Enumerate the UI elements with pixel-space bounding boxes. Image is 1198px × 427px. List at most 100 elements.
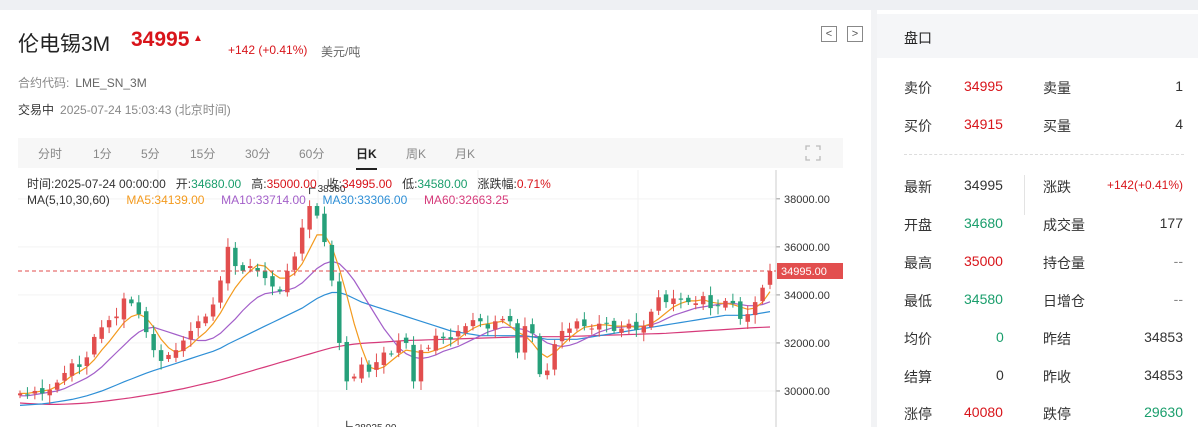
candle-body — [292, 256, 297, 270]
change-label: 涨跌 — [1043, 179, 1071, 195]
ma5-line — [20, 234, 771, 394]
y-tick-label: 38000.00 — [784, 194, 830, 206]
candle-body — [708, 295, 713, 309]
open-interest-label: 持仓量 — [1043, 255, 1085, 271]
candle-body — [648, 311, 654, 328]
tab-1min[interactable]: 1分 — [93, 147, 112, 161]
low-price: 34580 — [964, 291, 1003, 307]
candle-body — [567, 328, 572, 333]
candle-body — [574, 321, 580, 329]
change-value: +142(+0.41%) — [1106, 178, 1183, 192]
candle-body — [351, 376, 357, 379]
low-value: 34580.00 — [417, 177, 468, 191]
y-tick-label: 34000.00 — [784, 290, 830, 302]
candle-body — [389, 353, 394, 355]
panel-header — [877, 14, 1198, 58]
open-value: 34680.00 — [191, 177, 242, 191]
candle-body — [530, 324, 535, 334]
low-label: 低: — [402, 177, 418, 191]
sell-volume: 1 — [1175, 78, 1183, 94]
tab-30min[interactable]: 30分 — [245, 147, 271, 161]
y-tick-label: 36000.00 — [784, 242, 830, 254]
candle-body — [604, 322, 609, 324]
last-price-tag — [777, 262, 843, 279]
candle-body — [745, 314, 750, 322]
candle-body — [596, 323, 602, 330]
candle-body — [485, 324, 491, 329]
candle-body — [262, 270, 268, 279]
tab-monthly[interactable]: 月K — [455, 147, 476, 161]
tab-60min[interactable]: 60分 — [299, 147, 325, 161]
avg-price: 0 — [996, 329, 1004, 345]
candle-body — [418, 350, 424, 382]
tab-15min[interactable]: 15分 — [190, 147, 216, 161]
status-label: 交易中 — [18, 103, 55, 117]
candle-body — [299, 227, 305, 254]
candle-body — [738, 301, 743, 319]
kline-chart[interactable]: 38000.00 36000.00 34000.00 32000.00 30000.00… — [18, 170, 843, 427]
candle-body — [678, 298, 684, 300]
change-pct-label: 涨跌幅: — [477, 177, 517, 191]
candle-body — [582, 319, 587, 327]
prev-settle-label: 昨结 — [1043, 331, 1071, 347]
prev-button[interactable]: < — [821, 26, 837, 42]
candle-body — [641, 326, 646, 333]
ma-params: MA(5,10,30,60) — [27, 193, 110, 207]
candle-body — [54, 382, 60, 390]
low-price-label: 最低 — [904, 293, 932, 309]
candle-body — [322, 213, 327, 243]
candle-body — [619, 328, 624, 333]
tab-5min[interactable]: 5分 — [141, 147, 160, 161]
high-marker-label: 38360 — [318, 184, 346, 195]
ma60-line — [19, 326, 771, 405]
open-price-label: 开盘 — [904, 217, 932, 233]
period-tabs: 分时 1分 5分 15分 30分 60分 日K 周K 月K — [18, 138, 843, 170]
tab-daily[interactable]: 日K — [356, 147, 377, 170]
y-tick-label: 32000.00 — [784, 338, 830, 350]
candle-body — [715, 305, 721, 307]
y-tick-label: 30000.00 — [784, 386, 830, 398]
candle-body — [32, 390, 38, 394]
low-marker-label: 28925.00 — [355, 423, 397, 427]
price-unit: 美元/吨 — [321, 45, 361, 59]
high-price-label: 最高 — [904, 255, 932, 271]
candle-body — [396, 340, 401, 353]
candle-body — [247, 266, 253, 268]
change-pct-value: 0.71% — [516, 177, 551, 191]
next-button[interactable]: > — [847, 26, 863, 42]
open-price: 34680 — [964, 215, 1003, 231]
volume-value: 177 — [1159, 215, 1183, 231]
candle-body — [92, 336, 97, 355]
contract-code-label: 合约代码: — [18, 76, 70, 90]
candle-body — [225, 246, 231, 284]
avg-price-label: 均价 — [904, 331, 932, 347]
candle-body — [515, 323, 520, 353]
candle-body — [478, 318, 483, 322]
candle-body — [552, 344, 557, 370]
status-time: 2025-07-24 15:03:43 (北京时间) — [60, 103, 231, 117]
candle-body — [233, 247, 238, 267]
candle-body — [448, 337, 453, 340]
candle-body — [545, 370, 550, 376]
candle-body — [121, 298, 127, 320]
fullscreen-icon[interactable] — [805, 145, 821, 161]
tab-timeshare[interactable]: 分时 — [38, 147, 63, 161]
candle-body — [767, 270, 773, 285]
candle-body — [195, 321, 201, 329]
candle-body — [285, 270, 290, 293]
last-price-label: 34995.00 — [781, 266, 827, 278]
candle-body — [522, 326, 528, 353]
up-arrow-icon: ▲ — [193, 33, 203, 44]
candle-body — [344, 341, 349, 382]
tab-weekly[interactable]: 周K — [406, 147, 427, 161]
open-label: 开: — [175, 177, 192, 191]
prev-settle-value: 34853 — [1144, 329, 1183, 345]
candle-body — [218, 280, 223, 303]
candle-body — [470, 320, 476, 327]
oi-change-value: -- — [1173, 291, 1183, 307]
buy-price-label: 买价 — [904, 118, 932, 134]
ma10-value: MA10:33714.00 — [221, 193, 306, 207]
panel-divider — [871, 10, 877, 427]
contract-code: 合约代码: LME_SN_3M — [18, 74, 147, 91]
candle-body — [18, 393, 23, 396]
